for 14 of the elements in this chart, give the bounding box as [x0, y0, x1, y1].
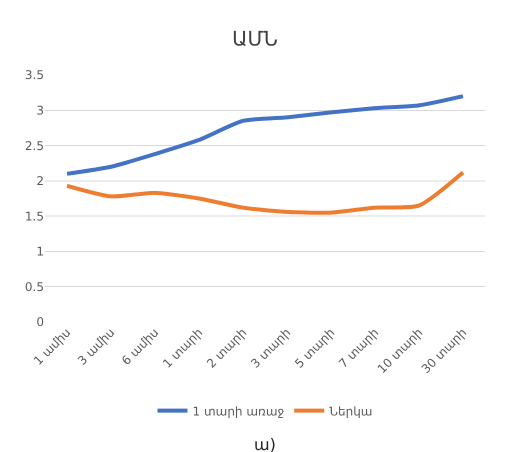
y-tick-label: 0.5 — [24, 280, 44, 294]
legend-label: 1 տարի առաջ — [192, 404, 284, 418]
y-tick-label: 1 — [36, 244, 44, 259]
text: ա) — [254, 435, 276, 452]
y-tick-label: 2.5 — [24, 138, 44, 153]
y-tick-label: 3 — [36, 103, 44, 118]
chart-title: ԱՄՆ — [232, 26, 278, 51]
y-tick-label: 2 — [36, 174, 44, 188]
y-tick-label: 3.5 — [24, 68, 44, 82]
y-tick-label: 0 — [36, 315, 44, 330]
line-series — [65, 170, 465, 215]
line-series — [65, 94, 465, 176]
legend-label: Ներկա — [329, 404, 372, 418]
y-tick-label: 1.5 — [24, 209, 44, 224]
